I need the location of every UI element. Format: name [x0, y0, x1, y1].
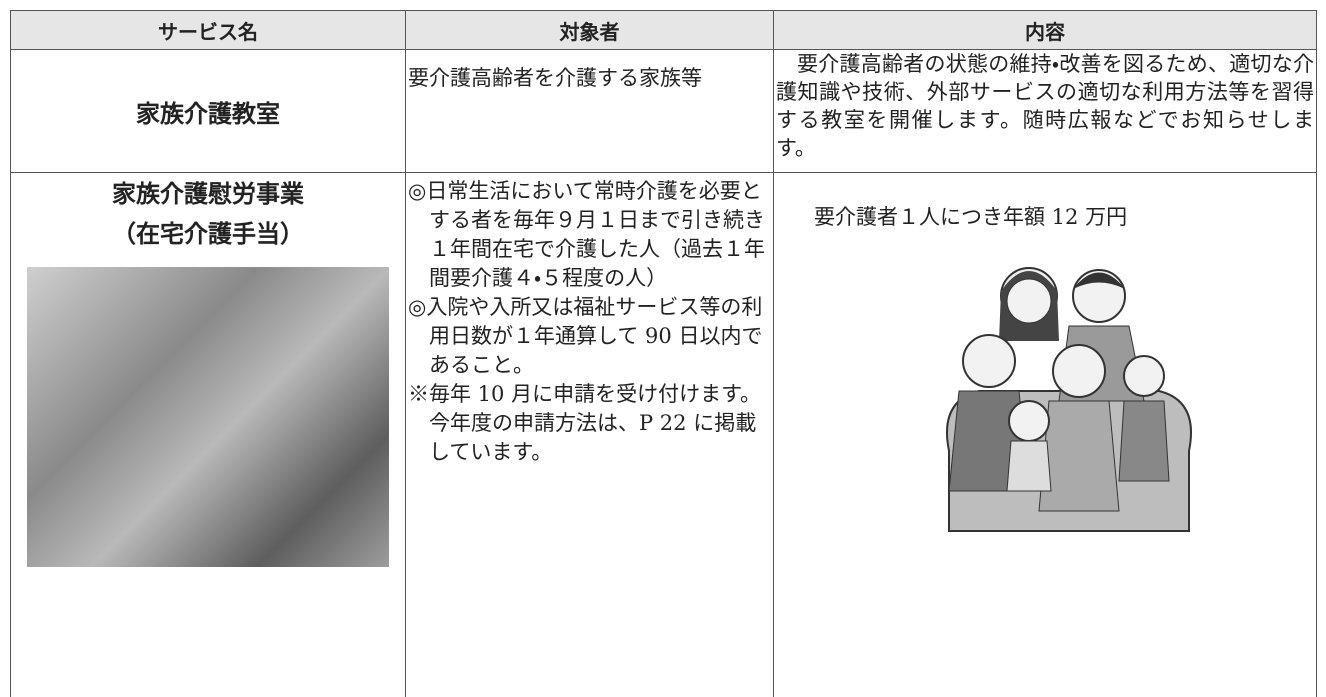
target-cell: ◎日常生活において常時介護を必要とする者を毎年９月１日まで引き続き１年間在宅で介…: [406, 173, 774, 697]
page: {"table": {"header": ["サービス名", "対象者", "内…: [0, 0, 1326, 650]
target-item: ◎入院や入所又は福祉サービス等の利用日数が１年通算して 90 日以内であること。: [408, 293, 767, 380]
header-cell: 対象者: [406, 11, 774, 50]
table-row: 家族介護教室 要介護高齢者を介護する家族等 要介護高齢者の状態の維持・改善を図る…: [11, 50, 1317, 173]
service-name: 家族介護慰労事業: [11, 173, 405, 213]
target-item: ◎日常生活において常時介護を必要とする者を毎年９月１日まで引き続き１年間在宅で介…: [408, 177, 767, 293]
service-name: 家族介護教室: [11, 50, 406, 173]
content: 要介護者１人につき年額 12 万円: [774, 173, 1316, 231]
photo: [27, 267, 389, 567]
service-name: （在宅介護手当）: [11, 213, 405, 253]
service-table: サービス名 対象者 内容 家族介護教室 要介護高齢者を介護する家族等 要介護高齢…: [10, 10, 1317, 697]
target: 要介護高齢者を介護する家族等: [406, 50, 774, 173]
page-body: サービス名 対象者 内容 家族介護教室 要介護高齢者を介護する家族等 要介護高齢…: [0, 0, 1326, 650]
content-cell: 要介護者１人につき年額 12 万円: [774, 173, 1317, 697]
table-row: 家族介護慰労事業 （在宅介護手当） ◎日常生活において常時介護を必要とする者を毎…: [11, 173, 1317, 697]
service-cell: 家族介護慰労事業 （在宅介護手当）: [11, 173, 406, 697]
header-row: サービス名 対象者 内容: [11, 11, 1317, 50]
content: 要介護高齢者の状態の維持・改善を図るため、適切な介護知識や技術、外部サービスの適…: [774, 50, 1317, 173]
header-cell: 内容: [774, 11, 1317, 50]
header-cell: サービス名: [11, 11, 406, 50]
family-illustration: [919, 251, 1219, 551]
target-item: ※毎年 10 月に申請を受け付けます。今年度の申請方法は、P 22 に掲載してい…: [408, 380, 767, 467]
